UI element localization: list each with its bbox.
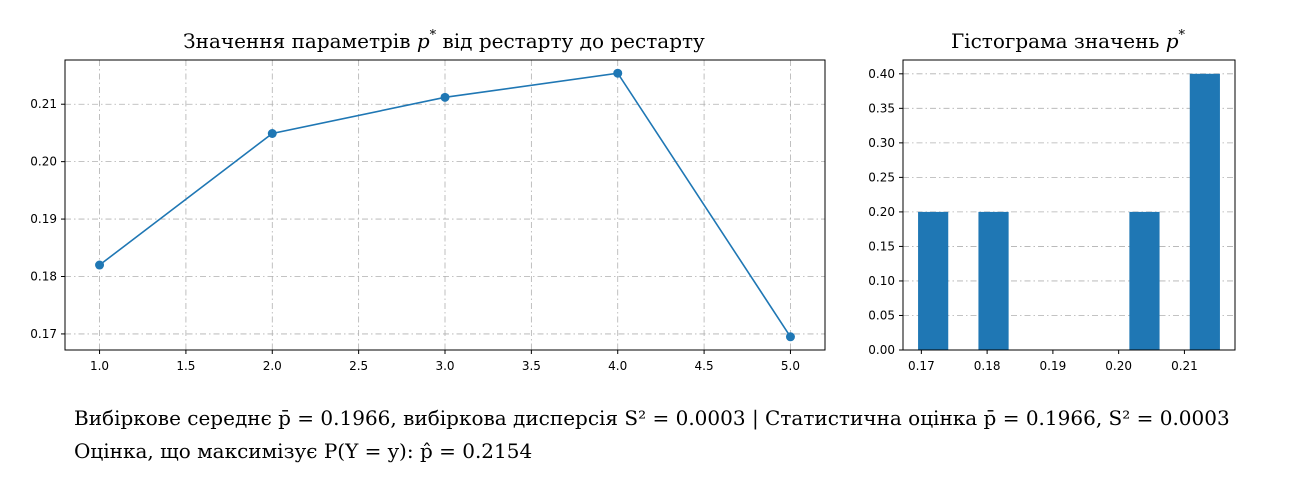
x-tick-label: 2.5 [349, 359, 368, 373]
x-tick-label: 4.5 [695, 359, 714, 373]
y-tick-label: 0.35 [868, 101, 895, 115]
histogram-title: Гістограма значень p* [951, 28, 1186, 53]
x-tick-label: 0.19 [1040, 359, 1067, 373]
x-tick-label: 0.21 [1171, 359, 1198, 373]
x-tick-label: 4.0 [608, 359, 627, 373]
x-tick-label: 3.5 [522, 359, 541, 373]
line-chart-grid [65, 60, 825, 350]
x-tick-label: 5.0 [781, 359, 800, 373]
y-tick-label: 0.20 [30, 155, 57, 169]
y-tick-label: 0.40 [868, 67, 895, 81]
data-point [785, 332, 795, 342]
histogram-bars [918, 73, 1220, 351]
x-tick-label: 1.0 [90, 359, 109, 373]
x-tick-label: 3.0 [435, 359, 454, 373]
y-tick-label: 0.18 [30, 269, 57, 283]
line-chart-title: Значення параметрів p* від рестарту до р… [183, 28, 705, 53]
y-tick-label: 0.15 [868, 239, 895, 253]
x-tick-label: 2.0 [263, 359, 282, 373]
x-tick-label: 0.18 [974, 359, 1001, 373]
histogram-bar [978, 211, 1009, 350]
y-tick-label: 0.30 [868, 136, 895, 150]
x-tick-label: 1.5 [176, 359, 195, 373]
histogram-grid [903, 73, 1235, 351]
x-tick-label: 0.17 [908, 359, 935, 373]
data-point [613, 68, 623, 78]
histogram-bar [918, 211, 949, 350]
data-point [440, 92, 450, 102]
line-series [95, 68, 795, 342]
y-tick-label: 0.25 [868, 170, 895, 184]
y-tick-label: 0.20 [868, 205, 895, 219]
y-tick-label: 0.21 [30, 97, 57, 111]
y-tick-label: 0.19 [30, 212, 57, 226]
line-chart-frame [64, 59, 826, 351]
y-tick-label: 0.10 [868, 274, 895, 288]
summary-line-2: Оцінка, що максимізує P(Y = y): p̂ = 0.2… [74, 439, 533, 463]
x-tick-label: 0.20 [1105, 359, 1132, 373]
histogram-ticks: 0.00 0.05 0.10 0.15 0.20 0.25 0.30 0.35 0.40 0.17… [868, 67, 1198, 373]
line-chart-ticks: 1.0 1.5 2.0 2.5 3.0 3.5 4.0 4.5 5.0 0.17 0.18 0.19 0… [30, 97, 800, 373]
histogram-chart: Гістограма значень p* 0.000.050.100.150.… [868, 28, 1236, 373]
summary-line-1: Вибіркове середнє p̄ = 0.1966, вибіркова… [74, 406, 1230, 430]
y-tick-label: 0.17 [30, 327, 57, 341]
data-point [267, 129, 277, 139]
histogram-bar [1189, 73, 1220, 351]
data-point [95, 260, 105, 270]
y-tick-label: 0.00 [868, 343, 895, 357]
histogram-bar [1129, 211, 1160, 350]
histogram-frame [902, 59, 1236, 351]
line-chart: Значення параметрів p* від рестарту до р… [30, 28, 826, 373]
y-tick-label: 0.05 [868, 308, 895, 322]
